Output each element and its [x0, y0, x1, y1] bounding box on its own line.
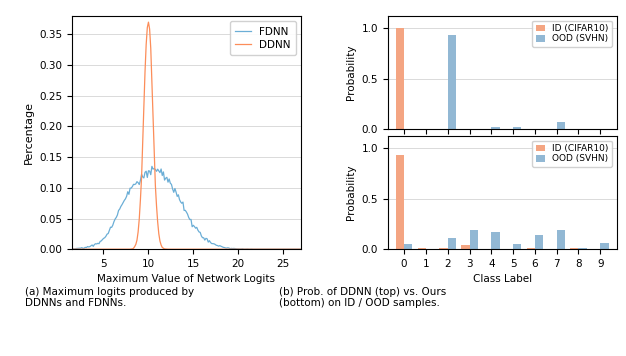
- FDNN: [246, 247, 254, 251]
- Bar: [418, 248, 426, 249]
- DDNN: [267, 247, 274, 251]
- Bar: [439, 248, 448, 249]
- FDNN: [151, 167, 159, 172]
- X-axis label: Maximum Value of Network Logits: Maximum Value of Network Logits: [98, 274, 275, 284]
- DDNN: [69, 247, 76, 251]
- FDNN: [290, 247, 298, 251]
- Bar: [578, 248, 587, 249]
- Bar: [600, 243, 608, 249]
- FDNN: [268, 247, 275, 251]
- Bar: [535, 235, 543, 249]
- Bar: [448, 238, 456, 249]
- Legend: FDNN, DDNN: FDNN, DDNN: [230, 21, 295, 55]
- Legend: ID (CIFAR10), OOD (SVHN): ID (CIFAR10), OOD (SVHN): [532, 21, 612, 47]
- Line: DDNN: DDNN: [73, 22, 300, 249]
- FDNN: [282, 247, 289, 251]
- Y-axis label: Probability: Probability: [346, 165, 356, 220]
- Line: FDNN: FDNN: [73, 166, 300, 249]
- DDNN: [186, 247, 193, 251]
- Bar: [448, 35, 456, 129]
- FDNN: [186, 218, 193, 222]
- Text: (a) Maximum logits produced by
DDNNs and FDNNs.: (a) Maximum logits produced by DDNNs and…: [25, 287, 194, 308]
- Y-axis label: Probability: Probability: [346, 45, 356, 100]
- Bar: [470, 230, 478, 249]
- Bar: [570, 248, 578, 249]
- FDNN: [172, 190, 180, 194]
- Bar: [461, 245, 470, 249]
- Y-axis label: Percentage: Percentage: [24, 101, 34, 164]
- Bar: [557, 122, 565, 129]
- Bar: [491, 232, 500, 249]
- Bar: [513, 127, 521, 129]
- Bar: [404, 244, 413, 249]
- Bar: [557, 230, 565, 249]
- Text: (b) Prob. of DDNN (top) vs. Ours
(bottom) on ID / OOD samples.: (b) Prob. of DDNN (top) vs. Ours (bottom…: [279, 287, 446, 308]
- DDNN: [297, 247, 304, 251]
- Bar: [513, 244, 521, 249]
- FDNN: [69, 246, 76, 251]
- DDNN: [172, 247, 180, 251]
- Legend: ID (CIFAR10), OOD (SVHN): ID (CIFAR10), OOD (SVHN): [532, 141, 612, 167]
- Bar: [491, 127, 500, 129]
- DDNN: [145, 20, 152, 24]
- DDNN: [280, 247, 288, 251]
- Bar: [396, 155, 404, 249]
- Bar: [526, 248, 535, 249]
- FDNN: [148, 164, 156, 168]
- FDNN: [297, 247, 304, 251]
- X-axis label: Class Label: Class Label: [473, 274, 531, 284]
- DDNN: [151, 183, 159, 188]
- Bar: [396, 28, 404, 129]
- DDNN: [290, 247, 297, 251]
